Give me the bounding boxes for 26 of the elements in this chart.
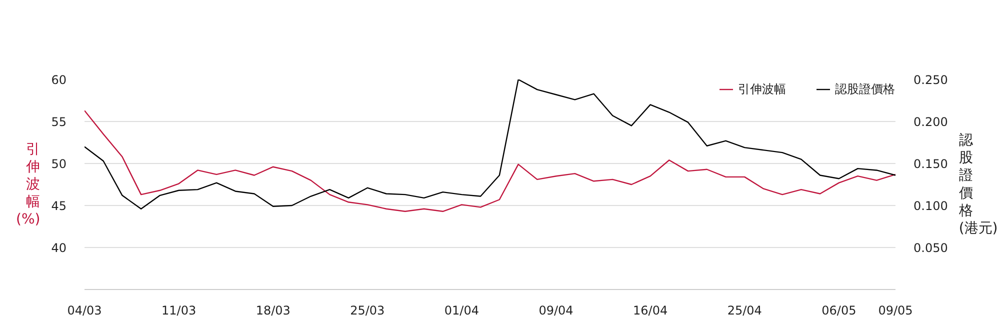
y2-tick-label: 0.050 [914, 241, 948, 255]
x-tick-label: 04/03 [67, 304, 102, 318]
x-tick-label: 25/03 [350, 304, 385, 318]
y2-tick-label: 0.200 [914, 115, 948, 129]
y2-tick-label: 0.250 [914, 73, 948, 87]
y-tick-label: 45 [51, 199, 67, 213]
x-tick-label: 06/05 [822, 304, 856, 318]
y2-tick-label: 0.100 [914, 199, 948, 213]
legend-label: 認股證價格 [835, 80, 895, 98]
y-tick-label: 40 [51, 241, 67, 255]
x-tick-label: 09/04 [538, 304, 574, 318]
y-axis-title: 引伸波幅 (%) [16, 141, 40, 228]
line-series [84, 80, 896, 210]
x-tick-label: 01/04 [444, 304, 480, 318]
y-tick-label: 55 [51, 115, 67, 129]
line-series [84, 110, 896, 212]
legend-label: 引伸波幅 [738, 80, 786, 98]
y-tick-label: 60 [51, 73, 67, 87]
x-tick-label: 09/05 [878, 304, 913, 318]
x-tick-label: 25/04 [727, 304, 762, 318]
y2-tick-label: 0.150 [914, 157, 948, 171]
x-tick-label: 11/03 [162, 304, 196, 318]
y-tick-label: 50 [51, 157, 67, 171]
y2-axis-title: 認股證價格 (港元) [958, 132, 998, 236]
x-tick-label: 16/04 [633, 304, 668, 318]
x-tick-label: 18/03 [256, 304, 290, 318]
